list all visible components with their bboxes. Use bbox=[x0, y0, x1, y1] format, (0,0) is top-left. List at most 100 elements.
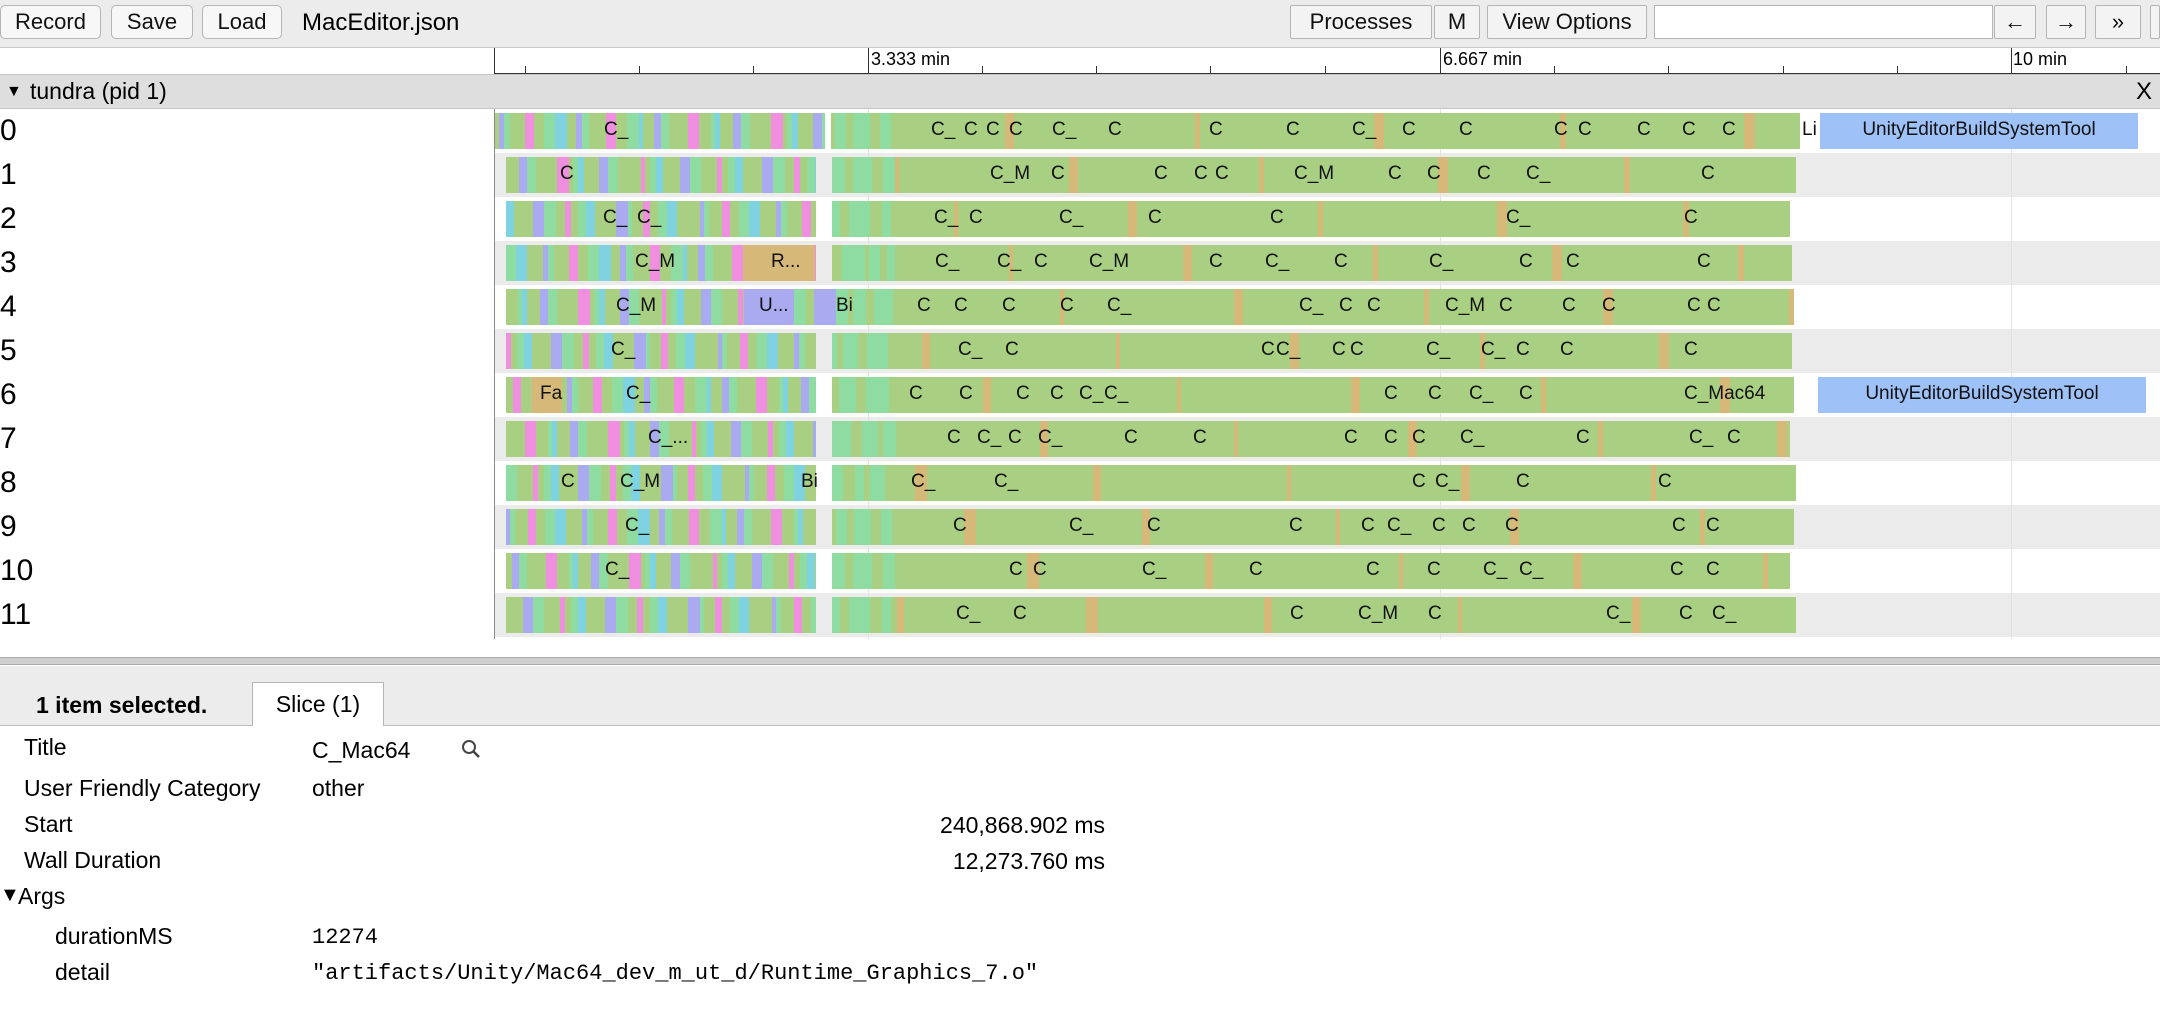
trace-slice[interactable] bbox=[557, 157, 569, 193]
trace-slice[interactable] bbox=[1726, 421, 1738, 457]
trace-slice[interactable] bbox=[1248, 333, 1260, 369]
trace-slice[interactable] bbox=[1499, 421, 1510, 457]
trace-slice[interactable] bbox=[967, 553, 971, 589]
trace-slice[interactable] bbox=[661, 465, 673, 501]
trace-slice[interactable] bbox=[1111, 245, 1120, 281]
trace-slice[interactable] bbox=[1560, 113, 1566, 149]
trace-slice[interactable] bbox=[1302, 201, 1314, 237]
trace-slice[interactable] bbox=[1069, 289, 1075, 325]
trace-slice[interactable] bbox=[886, 597, 891, 633]
trace-slice[interactable] bbox=[613, 333, 623, 369]
trace-slice[interactable] bbox=[871, 509, 881, 545]
trace-slice[interactable] bbox=[1619, 157, 1624, 193]
trace-slice[interactable] bbox=[1395, 597, 1401, 633]
trace-slice[interactable] bbox=[623, 377, 635, 413]
slice-label[interactable]: C_ bbox=[1142, 559, 1167, 580]
slice-label[interactable]: C_ bbox=[1052, 119, 1077, 140]
trace-slice[interactable] bbox=[1456, 245, 1463, 281]
trace-slice[interactable] bbox=[1213, 113, 1221, 149]
trace-slice[interactable] bbox=[841, 421, 851, 457]
trace-slice[interactable] bbox=[1768, 333, 1773, 369]
trace-slice[interactable] bbox=[1107, 597, 1113, 633]
trace-slice[interactable] bbox=[641, 553, 645, 589]
trace-slice[interactable] bbox=[1360, 377, 1370, 413]
trace-slice[interactable] bbox=[1470, 465, 1480, 501]
trace-slice[interactable] bbox=[1465, 377, 1469, 413]
trace-slice[interactable] bbox=[722, 333, 727, 369]
trace-slice[interactable] bbox=[910, 157, 917, 193]
trace-slice[interactable] bbox=[1259, 553, 1264, 589]
trace-slice[interactable] bbox=[1490, 245, 1501, 281]
trace-slice[interactable] bbox=[1378, 289, 1387, 325]
trace-slice[interactable] bbox=[711, 113, 715, 149]
slice-label[interactable]: C bbox=[1060, 295, 1074, 316]
trace-slice[interactable] bbox=[1230, 201, 1242, 237]
trace-slice[interactable] bbox=[859, 597, 870, 633]
trace-slice[interactable] bbox=[618, 553, 629, 589]
trace-slice[interactable] bbox=[556, 201, 560, 237]
slice-label[interactable]: C_ bbox=[611, 339, 636, 360]
trace-slice[interactable] bbox=[1635, 465, 1647, 501]
trace-slice[interactable] bbox=[832, 377, 839, 413]
trace-slice[interactable] bbox=[981, 333, 987, 369]
trace-slice[interactable] bbox=[934, 157, 944, 193]
trace-slice[interactable] bbox=[1120, 333, 1125, 369]
trace-slice[interactable] bbox=[1776, 597, 1785, 633]
trace-slice[interactable] bbox=[955, 421, 961, 457]
trace-slice[interactable] bbox=[976, 465, 987, 501]
trace-slice[interactable] bbox=[1501, 553, 1510, 589]
trace-slice[interactable] bbox=[1685, 289, 1696, 325]
trace-slice[interactable] bbox=[1674, 201, 1678, 237]
trace-slice[interactable] bbox=[1162, 421, 1166, 457]
trace-slice[interactable] bbox=[523, 201, 533, 237]
trace-slice[interactable] bbox=[1390, 597, 1395, 633]
trace-slice[interactable] bbox=[1423, 377, 1432, 413]
trace-slice[interactable] bbox=[657, 377, 665, 413]
trace-slice[interactable] bbox=[1274, 245, 1285, 281]
trace-slice[interactable] bbox=[1759, 245, 1768, 281]
trace-slice[interactable] bbox=[1192, 245, 1202, 281]
trace-slice[interactable] bbox=[715, 201, 722, 237]
trace-slice[interactable] bbox=[605, 201, 616, 237]
trace-slice[interactable] bbox=[872, 553, 883, 589]
trace-slice[interactable] bbox=[1606, 201, 1611, 237]
trace-slice[interactable] bbox=[1264, 245, 1274, 281]
trace-slice[interactable] bbox=[555, 113, 567, 149]
trace-slice[interactable] bbox=[799, 333, 805, 369]
trace-slice[interactable] bbox=[1272, 597, 1281, 633]
trace-slice[interactable] bbox=[1075, 465, 1080, 501]
trace-slice[interactable] bbox=[536, 553, 546, 589]
trace-slice[interactable] bbox=[1630, 157, 1637, 193]
trace-slice[interactable] bbox=[1413, 333, 1419, 369]
trace-slice[interactable] bbox=[1192, 509, 1196, 545]
trace-slice[interactable] bbox=[703, 465, 712, 501]
trace-slice[interactable] bbox=[1211, 421, 1222, 457]
trace-slice[interactable] bbox=[1086, 465, 1093, 501]
trace-slice[interactable] bbox=[578, 553, 584, 589]
trace-slice[interactable] bbox=[1387, 553, 1399, 589]
trace-slice[interactable] bbox=[760, 597, 772, 633]
trace-slice[interactable] bbox=[629, 553, 641, 589]
slice-label[interactable]: C bbox=[1290, 603, 1304, 624]
trace-slice[interactable] bbox=[1257, 597, 1264, 633]
trace-slice[interactable] bbox=[1670, 421, 1675, 457]
trace-slice[interactable] bbox=[615, 245, 620, 281]
trace-slice[interactable] bbox=[851, 421, 862, 457]
trace-slice[interactable] bbox=[1741, 333, 1752, 369]
trace-slice[interactable] bbox=[1475, 157, 1480, 193]
trace-slice[interactable] bbox=[1458, 201, 1462, 237]
trace-slice[interactable] bbox=[1654, 509, 1663, 545]
trace-slice[interactable] bbox=[648, 113, 654, 149]
trace-slice[interactable] bbox=[595, 597, 605, 633]
trace-slice[interactable] bbox=[1448, 157, 1459, 193]
trace-slice[interactable] bbox=[733, 465, 745, 501]
trace-slice[interactable] bbox=[1634, 245, 1645, 281]
trace-slice[interactable] bbox=[1662, 465, 1669, 501]
trace-slice[interactable] bbox=[1042, 377, 1048, 413]
trace-slice[interactable] bbox=[866, 289, 874, 325]
trace-slice[interactable] bbox=[1591, 509, 1601, 545]
trace-slice[interactable] bbox=[1357, 553, 1366, 589]
trace-slice[interactable] bbox=[606, 113, 616, 149]
trace-slice[interactable] bbox=[1795, 465, 1796, 501]
slice-label[interactable]: C bbox=[1270, 207, 1284, 228]
